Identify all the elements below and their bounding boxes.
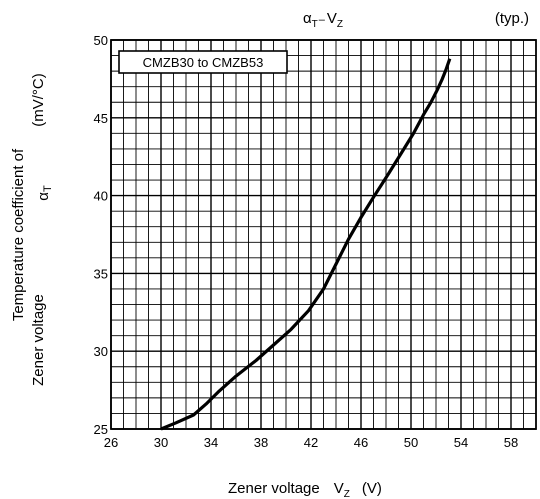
x-tick-label: 26 xyxy=(104,435,118,450)
grid xyxy=(110,39,537,430)
title-alpha-sub: T xyxy=(312,19,318,30)
y-axis-symbol-sub: T xyxy=(42,185,54,192)
title-v: V xyxy=(327,10,337,27)
y-axis-unit-group: (mV/°C) xyxy=(30,73,47,127)
y-axis-label-line1-group: Temperature coefficient of xyxy=(10,148,27,321)
series-layer xyxy=(160,58,452,431)
x-tick-label: 46 xyxy=(354,435,368,450)
x-tick-label: 58 xyxy=(504,435,518,450)
chart-title: αT– VZ xyxy=(303,10,343,30)
y-tick-label: 25 xyxy=(94,422,108,437)
title-alpha: α xyxy=(303,10,312,27)
x-tick-label: 38 xyxy=(254,435,268,450)
x-tick-label: 54 xyxy=(454,435,468,450)
x-tick-label: 42 xyxy=(304,435,318,450)
x-tick-label: 50 xyxy=(404,435,418,450)
title-v-sub: Z xyxy=(337,19,343,30)
y-axis-symbol: αT xyxy=(35,185,54,201)
x-axis-symbol: V xyxy=(334,480,344,497)
x-axis-label-text: Zener voltage xyxy=(228,480,320,497)
y-axis-label-line1: Temperature coefficient of xyxy=(10,148,27,321)
y-tick-label: 50 xyxy=(94,33,108,48)
y-tick-labels: 25 30 35 40 45 50 xyxy=(94,33,108,437)
x-axis-symbol-sub: Z xyxy=(344,489,350,499)
x-tick-label: 34 xyxy=(204,435,218,450)
plot-frame xyxy=(110,39,537,430)
y-axis-label-line2: Zener voltage xyxy=(30,294,47,386)
y-axis-unit: (mV/°C) xyxy=(30,73,47,127)
legend-text: CMZB30 to CMZB53 xyxy=(143,55,264,70)
x-axis-unit: (V) xyxy=(362,480,382,497)
y-tick-label: 30 xyxy=(94,344,108,359)
y-axis-symbol-group: αT xyxy=(35,185,54,201)
y-tick-label: 40 xyxy=(94,189,108,204)
qualifier: (typ.) xyxy=(495,10,529,27)
x-tick-labels: 26 30 34 38 42 46 50 54 58 xyxy=(104,435,518,450)
y-axis-label-line2-group: Zener voltage xyxy=(30,294,47,386)
series-line xyxy=(160,58,452,431)
y-tick-label: 45 xyxy=(94,111,108,126)
legend-box xyxy=(118,50,288,74)
legend: CMZB30 to CMZB53 xyxy=(118,50,288,74)
y-axis-symbol-alpha: α xyxy=(35,192,52,201)
x-tick-label: 30 xyxy=(154,435,168,450)
y-tick-label: 35 xyxy=(94,266,108,281)
x-axis-label: Zener voltage VZ (V) xyxy=(228,480,382,499)
title-dash: – xyxy=(319,14,326,26)
